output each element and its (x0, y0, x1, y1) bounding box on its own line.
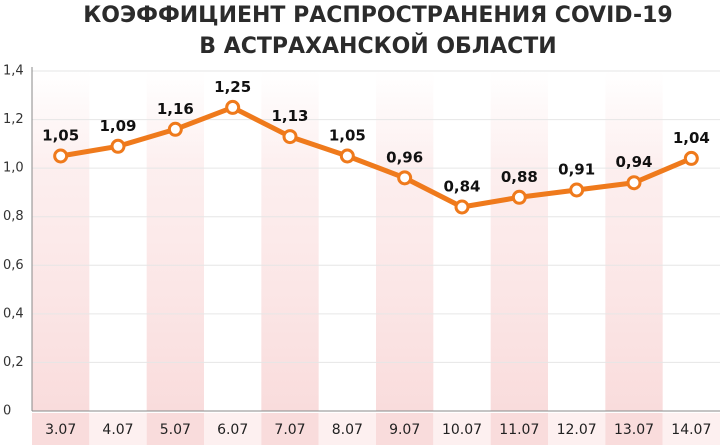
x-tick-label: 13.07 (614, 422, 654, 438)
value-label: 1,04 (673, 129, 710, 147)
x-label-bg (204, 413, 262, 445)
x-label-bg (490, 413, 548, 445)
marker (569, 182, 585, 198)
value-label: 1,05 (42, 127, 79, 145)
marker (454, 199, 470, 215)
y-tick-label: 0,2 (3, 355, 24, 370)
x-tick-label: 6.07 (217, 422, 248, 438)
x-label-bg (89, 413, 147, 445)
value-label: 0,94 (615, 153, 652, 171)
value-label: 1,16 (157, 100, 194, 118)
x-label-bg (605, 413, 663, 445)
value-label: 0,96 (386, 148, 423, 166)
marker (53, 148, 69, 164)
value-label: 1,05 (329, 127, 366, 145)
x-tick-label: 9.07 (389, 422, 420, 438)
x-tick-label: 12.07 (557, 422, 597, 438)
x-tick-label: 8.07 (332, 422, 363, 438)
x-label-bg (32, 413, 90, 445)
y-tick-label: 0 (3, 404, 11, 419)
x-tick-label: 3.07 (45, 422, 76, 438)
marker (397, 170, 413, 186)
stripe (490, 71, 548, 411)
value-label: 0,88 (501, 168, 538, 186)
y-tick-label: 1,4 (3, 64, 24, 79)
stripe (376, 71, 434, 411)
value-label: 0,84 (443, 178, 480, 196)
value-label: 1,25 (214, 78, 251, 96)
x-label-bg (261, 413, 319, 445)
x-label-bg (376, 413, 434, 445)
x-tick-label: 11.07 (499, 422, 539, 438)
marker (339, 148, 355, 164)
y-tick-label: 0,4 (3, 306, 24, 321)
x-tick-label: 5.07 (160, 422, 191, 438)
x-label-bg (433, 413, 491, 445)
marker (167, 121, 183, 137)
y-tick-label: 0,8 (3, 209, 24, 224)
y-tick-label: 1,2 (3, 112, 24, 127)
stripe (605, 71, 663, 411)
x-tick-label: 7.07 (274, 422, 305, 438)
chart-title: КОЭФФИЦИЕНТ РАСПРОСТРАНЕНИЯ COVID-19 (83, 3, 672, 28)
marker (511, 189, 527, 205)
x-tick-label: 4.07 (102, 422, 133, 438)
value-label: 0,91 (558, 161, 595, 179)
y-tick-label: 1,0 (3, 161, 24, 176)
marker (282, 129, 298, 145)
marker (626, 175, 642, 191)
stripe (32, 71, 90, 411)
line (60, 104, 693, 210)
y-tick-label: 0,6 (3, 258, 24, 273)
x-label-bg (146, 413, 204, 445)
value-label: 1,13 (271, 107, 308, 125)
x-tick-label: 10.07 (442, 422, 482, 438)
marker (225, 99, 241, 115)
marker (683, 150, 699, 166)
marker (110, 138, 126, 154)
x-label-bg (318, 413, 376, 445)
x-label-bg (548, 413, 606, 445)
x-tick-label: 14.07 (671, 422, 711, 438)
x-label-bg (662, 413, 720, 445)
chart-subtitle: В АСТРАХАНСКОЙ ОБЛАСТИ (199, 33, 556, 59)
value-label: 1,09 (99, 117, 136, 135)
